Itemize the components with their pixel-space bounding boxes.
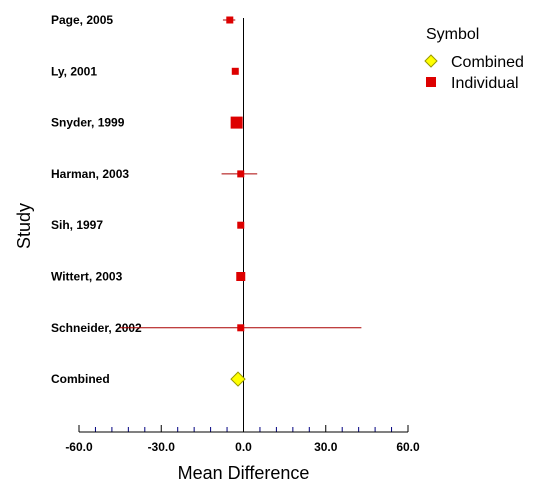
legend-items: Combined Individual bbox=[424, 54, 524, 92]
study-label: Schneider, 2002 bbox=[51, 321, 142, 335]
x-axis-ticks: -60.0 -30.0 0.0 30.0 60.0 bbox=[65, 425, 420, 454]
combined-label: Combined bbox=[51, 372, 110, 386]
x-tick-label: -30.0 bbox=[148, 440, 176, 454]
study-label: Sih, 1997 bbox=[51, 218, 103, 232]
combined-estimate-diamond bbox=[230, 371, 246, 387]
study-estimate-marker bbox=[230, 116, 243, 129]
legend: Symbol Combined Individual bbox=[424, 26, 524, 92]
study-estimate-marker bbox=[226, 16, 234, 24]
legend-title: Symbol bbox=[426, 26, 479, 43]
study-estimate-marker bbox=[231, 67, 239, 75]
x-tick-label: 0.0 bbox=[235, 440, 252, 454]
study-estimate-marker bbox=[237, 170, 245, 178]
study-label: Page, 2005 bbox=[51, 13, 113, 27]
x-tick-label: 60.0 bbox=[396, 440, 420, 454]
legend-label: Individual bbox=[451, 75, 519, 92]
study-estimate-marker bbox=[237, 221, 245, 229]
x-tick-label: -60.0 bbox=[65, 440, 93, 454]
study-rows: Page, 2005 Ly, 2001 Snyder, 1999 Harman, 20… bbox=[51, 13, 362, 387]
study-label: Wittert, 2003 bbox=[51, 270, 123, 284]
study-label: Harman, 2003 bbox=[51, 167, 129, 181]
legend-label: Combined bbox=[451, 54, 524, 71]
legend-square-icon bbox=[426, 77, 436, 87]
legend-diamond-icon bbox=[424, 54, 438, 68]
x-tick-label: 30.0 bbox=[314, 440, 338, 454]
study-estimate-marker bbox=[236, 272, 246, 281]
study-label: Snyder, 1999 bbox=[51, 116, 125, 130]
study-estimate-marker bbox=[237, 324, 245, 332]
y-axis-title: Study bbox=[14, 203, 34, 249]
x-axis-title: Mean Difference bbox=[178, 463, 310, 483]
study-label: Ly, 2001 bbox=[51, 64, 97, 78]
